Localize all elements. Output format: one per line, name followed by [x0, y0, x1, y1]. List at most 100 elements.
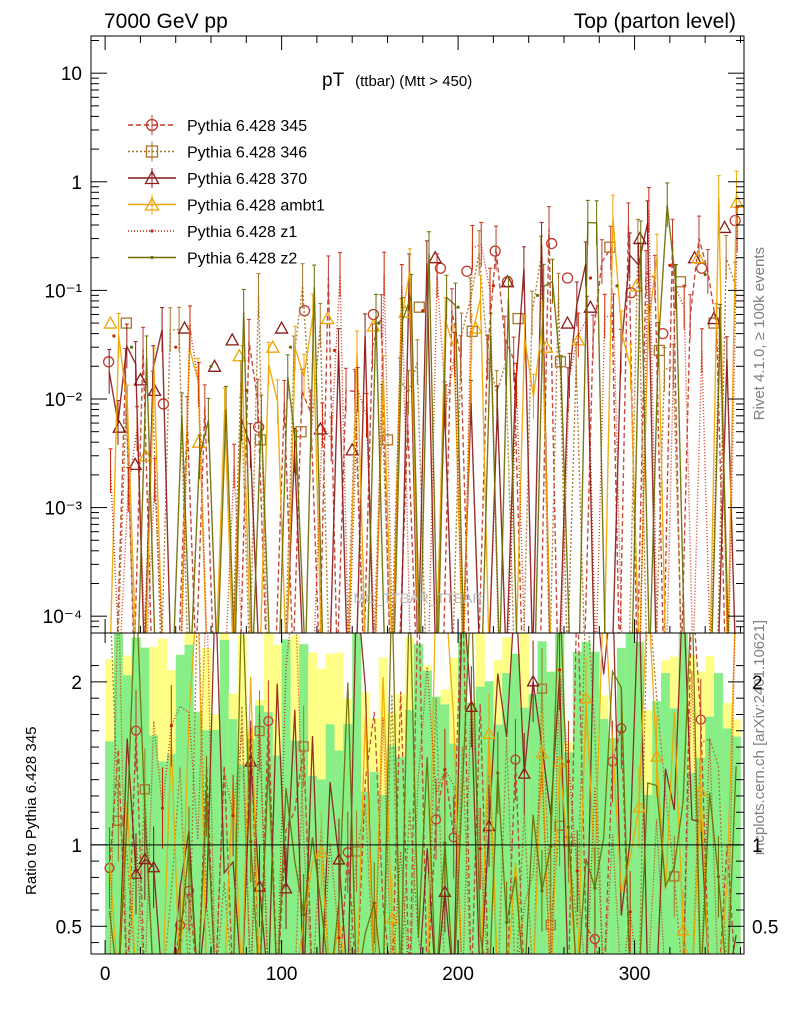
ratio-y-label: Ratio to Pythia 6.428 345 [23, 727, 40, 895]
ratio-tick-label: 2 [71, 673, 82, 694]
data-point-square [381, 434, 394, 446]
data-point-triangle [133, 372, 148, 386]
ratio-tick-label-right: 2 [752, 673, 763, 694]
data-point-triangle [729, 194, 744, 208]
legend-label: Pythia 6.428 ambt1 [187, 198, 325, 215]
x-tick-label: 0 [100, 964, 111, 985]
y-tick-label: 1 [71, 173, 82, 194]
band-green [466, 702, 477, 954]
chart-title-sub: (ttbar) (Mtt > 450) [355, 73, 472, 90]
band-green [255, 705, 265, 954]
data-point-triangle [539, 339, 554, 353]
data-point-dot [150, 229, 154, 233]
ratio-line-s370 [118, 633, 737, 954]
band-green [511, 653, 521, 954]
data-point-triangle [191, 434, 206, 448]
data-point-dot [288, 345, 293, 349]
band-green [193, 711, 203, 954]
data-point-circle [102, 356, 115, 368]
band-green [175, 654, 185, 954]
data-point-dot [588, 276, 593, 280]
band-green [263, 712, 274, 954]
chart-title: pT (ttbar) (Mtt > 450) [322, 70, 472, 91]
data-point-dot [377, 321, 381, 325]
band-green [325, 724, 335, 954]
ratio-tick-label-right: 0.5 [752, 917, 778, 938]
data-point-dot [456, 305, 460, 309]
band-green [352, 633, 362, 954]
ratio-line-ambt1 [108, 633, 736, 954]
axes: 0 100 200 300 10 1 10⁻¹ 10⁻² 10⁻³ 10⁻⁴ 2 2 1 1 0.5 0.5 [43, 36, 778, 985]
band-green [590, 651, 600, 954]
data-point-square [604, 241, 616, 253]
band-green [713, 673, 724, 954]
band-green [131, 637, 141, 954]
band-green [361, 791, 371, 954]
ratio-frame [90, 632, 745, 955]
ratio-tick-label-right: 1 [752, 836, 763, 857]
y-tick-label: 10⁻⁴ [43, 607, 82, 628]
data-point-dot [615, 284, 619, 288]
band-green [519, 707, 529, 954]
data-point-triangle [560, 315, 575, 329]
band-green [705, 716, 715, 954]
data-point-dot [668, 263, 672, 267]
series-line-s370 [108, 222, 736, 633]
header-right: Top (parton level) [574, 10, 736, 33]
legend: Pythia 6.428 345 Pythia 6.428 346 Pythia 6… [128, 115, 325, 268]
band-green [643, 794, 653, 954]
band-green [581, 641, 591, 954]
band-green [237, 764, 247, 954]
y-tick-label: 10⁻³ [45, 499, 83, 520]
band-green [184, 644, 194, 954]
data-point-dot [421, 309, 425, 313]
series-line-z2 [137, 205, 729, 633]
data-point-triangle [232, 348, 247, 362]
header-left: 7000 GeV pp [104, 10, 228, 33]
band-green [669, 708, 679, 954]
band-green [290, 740, 300, 954]
data-point-triangle [691, 250, 706, 264]
data-point-circle [461, 265, 473, 277]
band-green [616, 647, 627, 954]
band-green [696, 757, 706, 954]
legend-label: Pythia 6.428 345 [187, 118, 307, 135]
band-green [405, 710, 415, 954]
ratio-tick-label: 0.5 [56, 917, 82, 938]
data-point-circle [489, 245, 501, 257]
data-point-square [120, 317, 132, 329]
data-point-square [413, 301, 425, 313]
band-green [687, 772, 697, 954]
data-point-triangle [717, 220, 732, 234]
data-point-dot [491, 284, 495, 288]
band-green [378, 794, 388, 954]
data-point-dot [112, 334, 116, 338]
data-point-dot [703, 272, 707, 277]
data-point-triangle [632, 231, 647, 245]
data-point-dot [150, 255, 154, 260]
data-point-circle [367, 308, 380, 321]
data-point-circle [695, 262, 708, 274]
data-point-square [512, 312, 524, 325]
data-point-triangle [468, 320, 483, 334]
y-tick-label: 10⁻¹ [45, 281, 83, 302]
data-point-triangle [265, 339, 280, 353]
band-green [211, 729, 221, 954]
y-tick-label: 10 [61, 64, 82, 85]
data-point-triangle [177, 320, 192, 334]
x-tick-label: 100 [266, 964, 298, 985]
band-green [219, 639, 229, 954]
chart-title-main: pT [322, 70, 345, 91]
data-point-square [295, 426, 307, 438]
data-point-triangle [500, 274, 515, 288]
legend-label: Pythia 6.428 346 [187, 145, 307, 162]
data-point-dot [535, 293, 540, 297]
y-tick-label: 10⁻² [45, 390, 83, 411]
band-green [158, 761, 168, 954]
band-green [661, 673, 671, 954]
legend-label: Pythia 6.428 370 [187, 171, 307, 188]
x-tick-label: 200 [442, 964, 474, 985]
rivet-label: Rivet 4.1.0, ≥ 100k events [751, 247, 768, 420]
ratio-line-z2 [108, 633, 737, 954]
